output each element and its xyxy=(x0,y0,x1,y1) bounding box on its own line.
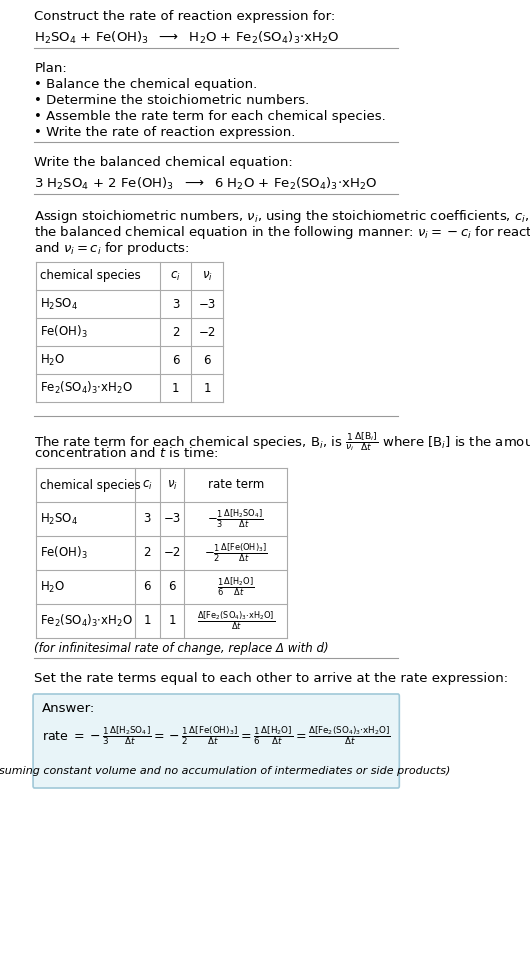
Text: $-\frac{1}{3}\frac{\Delta[\mathrm{H_2SO_4}]}{\Delta t}$: $-\frac{1}{3}\frac{\Delta[\mathrm{H_2SO_… xyxy=(207,508,264,530)
Text: 6: 6 xyxy=(168,580,176,594)
Text: H$_2$SO$_4$: H$_2$SO$_4$ xyxy=(40,296,78,312)
Text: • Determine the stoichiometric numbers.: • Determine the stoichiometric numbers. xyxy=(34,94,310,107)
Text: • Balance the chemical equation.: • Balance the chemical equation. xyxy=(34,78,258,91)
FancyBboxPatch shape xyxy=(33,694,399,788)
Text: Assign stoichiometric numbers, $\nu_i$, using the stoichiometric coefficients, $: Assign stoichiometric numbers, $\nu_i$, … xyxy=(34,208,530,225)
Text: rate term: rate term xyxy=(208,478,264,492)
Text: chemical species: chemical species xyxy=(40,270,141,282)
Text: 2: 2 xyxy=(172,325,179,338)
Text: Fe(OH)$_3$: Fe(OH)$_3$ xyxy=(40,324,88,340)
Text: −2: −2 xyxy=(163,547,181,560)
Text: 3: 3 xyxy=(172,298,179,311)
Text: 6: 6 xyxy=(204,354,211,367)
Text: 1: 1 xyxy=(204,381,211,395)
Text: 1: 1 xyxy=(172,381,179,395)
Text: • Assemble the rate term for each chemical species.: • Assemble the rate term for each chemic… xyxy=(34,110,386,123)
Text: and $\nu_i = c_i$ for products:: and $\nu_i = c_i$ for products: xyxy=(34,240,190,257)
Text: Plan:: Plan: xyxy=(34,62,67,75)
Text: Write the balanced chemical equation:: Write the balanced chemical equation: xyxy=(34,156,293,169)
Text: 3: 3 xyxy=(144,513,151,525)
Text: 1: 1 xyxy=(168,614,176,627)
Text: $\nu_i$: $\nu_i$ xyxy=(166,478,178,492)
Text: • Write the rate of reaction expression.: • Write the rate of reaction expression. xyxy=(34,126,296,139)
Text: $c_i$: $c_i$ xyxy=(170,270,181,282)
Text: the balanced chemical equation in the following manner: $\nu_i = -c_i$ for react: the balanced chemical equation in the fo… xyxy=(34,224,530,241)
Text: −3: −3 xyxy=(199,298,216,311)
Text: (assuming constant volume and no accumulation of intermediates or side products): (assuming constant volume and no accumul… xyxy=(0,766,450,776)
Text: $\frac{1}{6}\frac{\Delta[\mathrm{H_2O}]}{\Delta t}$: $\frac{1}{6}\frac{\Delta[\mathrm{H_2O}]}… xyxy=(217,576,254,598)
Text: chemical species: chemical species xyxy=(40,478,141,492)
Text: 6: 6 xyxy=(144,580,151,594)
Text: −2: −2 xyxy=(199,325,216,338)
Text: Construct the rate of reaction expression for:: Construct the rate of reaction expressio… xyxy=(34,10,335,23)
Text: The rate term for each chemical species, B$_i$, is $\frac{1}{\nu_i}\frac{\Delta[: The rate term for each chemical species,… xyxy=(34,430,530,453)
Text: Fe(OH)$_3$: Fe(OH)$_3$ xyxy=(40,545,88,561)
Text: $-\frac{1}{2}\frac{\Delta[\mathrm{Fe(OH)_3}]}{\Delta t}$: $-\frac{1}{2}\frac{\Delta[\mathrm{Fe(OH)… xyxy=(204,542,267,564)
Text: 6: 6 xyxy=(172,354,179,367)
Text: H$_2$O: H$_2$O xyxy=(40,353,65,368)
Text: (for infinitesimal rate of change, replace Δ with d): (for infinitesimal rate of change, repla… xyxy=(34,642,329,655)
Text: rate $= -\frac{1}{3}\frac{\Delta[\mathrm{H_2SO_4}]}{\Delta t} = -\frac{1}{2}\fra: rate $= -\frac{1}{3}\frac{\Delta[\mathrm… xyxy=(42,724,391,748)
Text: $\frac{\Delta[\mathrm{Fe_2(SO_4)_3{\cdot}xH_2O}]}{\Delta t}$: $\frac{\Delta[\mathrm{Fe_2(SO_4)_3{\cdot… xyxy=(197,610,275,632)
Text: H$_2$SO$_4$ + Fe(OH)$_3$  $\longrightarrow$  H$_2$O + Fe$_2$(SO$_4$)$_3$$\cdot$x: H$_2$SO$_4$ + Fe(OH)$_3$ $\longrightarro… xyxy=(34,30,340,46)
Text: 2: 2 xyxy=(144,547,151,560)
Text: 1: 1 xyxy=(144,614,151,627)
Text: −3: −3 xyxy=(163,513,181,525)
Text: Fe$_2$(SO$_4$)$_3$$\cdot$xH$_2$O: Fe$_2$(SO$_4$)$_3$$\cdot$xH$_2$O xyxy=(40,612,133,629)
Text: Set the rate terms equal to each other to arrive at the rate expression:: Set the rate terms equal to each other t… xyxy=(34,672,509,685)
Text: H$_2$O: H$_2$O xyxy=(40,579,65,595)
Text: 3 H$_2$SO$_4$ + 2 Fe(OH)$_3$  $\longrightarrow$  6 H$_2$O + Fe$_2$(SO$_4$)$_3$$\: 3 H$_2$SO$_4$ + 2 Fe(OH)$_3$ $\longright… xyxy=(34,176,378,192)
Text: $\nu_i$: $\nu_i$ xyxy=(202,270,213,282)
Text: Fe$_2$(SO$_4$)$_3$$\cdot$xH$_2$O: Fe$_2$(SO$_4$)$_3$$\cdot$xH$_2$O xyxy=(40,380,133,396)
Text: concentration and $t$ is time:: concentration and $t$ is time: xyxy=(34,446,218,460)
Text: $c_i$: $c_i$ xyxy=(142,478,153,492)
Text: Answer:: Answer: xyxy=(41,702,95,715)
Text: H$_2$SO$_4$: H$_2$SO$_4$ xyxy=(40,512,78,526)
